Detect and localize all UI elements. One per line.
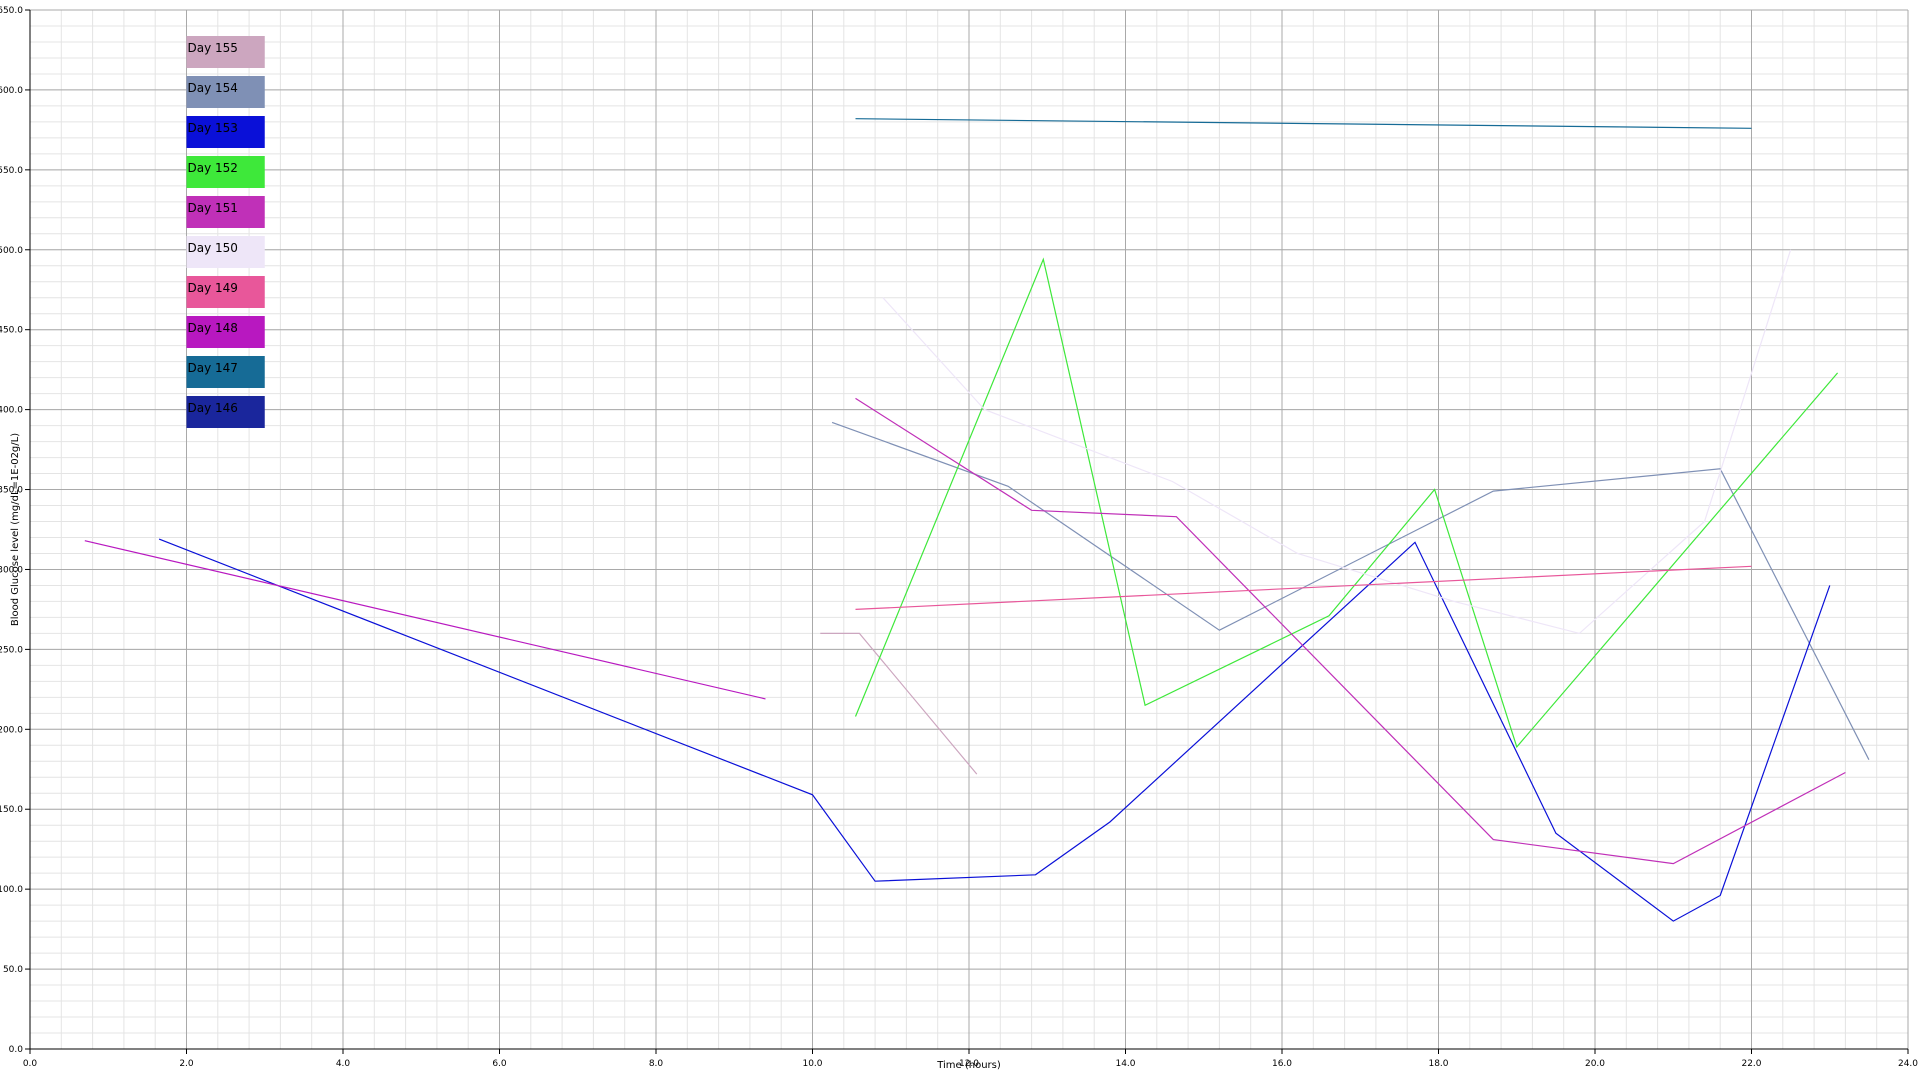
y-tick-label: 500.0: [0, 246, 23, 256]
y-tick-labels: 0.0 50.0 100.0 150.0 200.0 250.0 300.0 350.0 400…: [0, 6, 23, 1055]
series-lines: [84, 118, 1870, 922]
series-line-day-147: [855, 118, 1752, 129]
legend-label-day-149: Day 149: [188, 281, 238, 295]
legend-label-day-147: Day 147: [188, 361, 238, 375]
legend-label-day-146: Day 146: [188, 401, 238, 415]
y-tick-label: 550.0: [0, 166, 23, 176]
x-tick-label: 24.0: [1898, 1059, 1918, 1069]
x-tick-labels: 0.0 2.0 4.0 6.0 8.0 10.0 12.0 14.0 16.0 18.0 20.0 2…: [23, 1059, 1918, 1069]
y-tick-label: 600.0: [0, 86, 23, 96]
legend-label-day-153: Day 153: [188, 121, 238, 135]
axes: [25, 9, 1909, 1054]
series-line-day-153: [158, 538, 1831, 922]
legend-swatch-day-150: [186, 236, 265, 268]
y-tick-label: 100.0: [0, 885, 23, 895]
x-tick-label: 4.0: [336, 1059, 351, 1069]
legend-swatch-day-154: [186, 76, 265, 108]
series-line-day-155: [820, 632, 978, 775]
y-tick-label: 300.0: [0, 565, 23, 575]
legend-swatch-day-148: [186, 316, 265, 348]
legend-label-day-154: Day 154: [188, 81, 238, 95]
x-tick-label: 2.0: [179, 1059, 194, 1069]
legend-swatch-day-146: [186, 396, 265, 428]
series-line-day-151: [855, 397, 1846, 865]
y-tick-label: 0.0: [9, 1045, 24, 1055]
y-tick-label: 650.0: [0, 6, 23, 16]
y-tick-label: 450.0: [0, 326, 23, 336]
legend-label-day-148: Day 148: [188, 321, 238, 335]
x-tick-label: 18.0: [1428, 1059, 1448, 1069]
legend-swatch-day-155: [186, 36, 265, 68]
x-tick-label: 8.0: [649, 1059, 664, 1069]
legend-label-day-151: Day 151: [188, 201, 238, 215]
series-line-day-150: [882, 249, 1792, 635]
y-tick-label: 250.0: [0, 645, 23, 655]
y-tick-label: 200.0: [0, 725, 23, 735]
legend-label-day-150: Day 150: [188, 241, 238, 255]
y-axis-title: Blood Glucose level (mg/dL=1E-02g/L): [10, 433, 21, 626]
legend-swatch-day-147: [186, 356, 265, 388]
y-tick-label: 400.0: [0, 406, 23, 416]
x-tick-label: 0.0: [23, 1059, 38, 1069]
legend-swatch-day-151: [186, 196, 265, 228]
x-axis-title: Time (hours): [936, 1060, 1001, 1071]
series-line-day-154: [831, 421, 1870, 760]
x-tick-label: 22.0: [1741, 1059, 1761, 1069]
series-line-day-148: [84, 540, 766, 700]
series-line-day-149: [855, 565, 1752, 610]
y-tick-label: 150.0: [0, 805, 23, 815]
x-tick-label: 12.0: [959, 1059, 979, 1069]
y-tick-label: 350.0: [0, 486, 23, 496]
legend-swatch-day-152: [186, 156, 265, 188]
x-tick-label: 6.0: [492, 1059, 507, 1069]
series-line-day-152: [854, 257, 1839, 749]
legend: Day 155 Day 154 Day 153 Day 152 Day 151 Day 1…: [186, 36, 265, 428]
legend-swatch-day-153: [186, 116, 265, 148]
legend-label-day-155: Day 155: [188, 41, 238, 55]
x-tick-label: 20.0: [1585, 1059, 1605, 1069]
y-tick-label: 50.0: [3, 965, 23, 975]
x-tick-label: 14.0: [1115, 1059, 1135, 1069]
legend-label-day-152: Day 152: [188, 161, 238, 175]
x-tick-label: 10.0: [802, 1059, 822, 1069]
x-tick-label: 16.0: [1272, 1059, 1292, 1069]
legend-swatch-day-149: [186, 276, 265, 308]
